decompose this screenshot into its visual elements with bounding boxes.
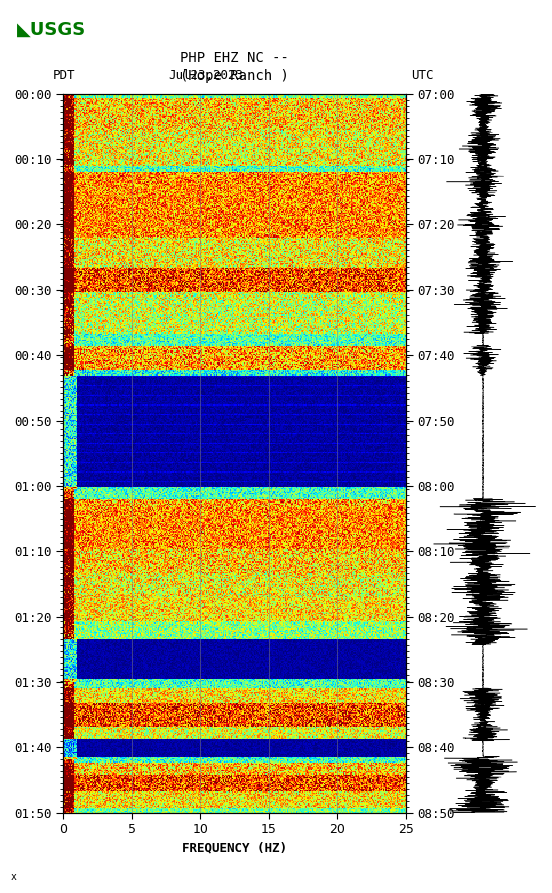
- Text: PHP EHZ NC --: PHP EHZ NC --: [180, 51, 289, 65]
- X-axis label: FREQUENCY (HZ): FREQUENCY (HZ): [182, 841, 287, 855]
- Text: x: x: [11, 872, 17, 882]
- Text: Jul23,2023: Jul23,2023: [168, 70, 243, 82]
- Text: ◣USGS: ◣USGS: [17, 21, 86, 38]
- Text: (Hope Ranch ): (Hope Ranch ): [180, 69, 289, 83]
- Text: UTC: UTC: [411, 70, 434, 82]
- Text: PDT: PDT: [52, 70, 75, 82]
